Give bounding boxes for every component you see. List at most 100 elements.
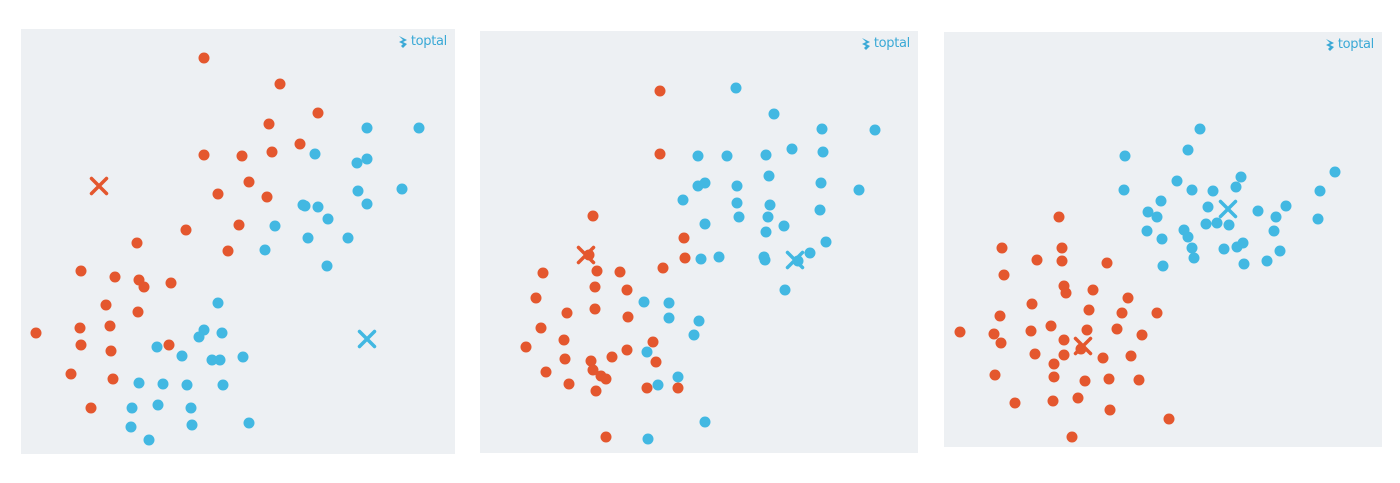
data-point-blue — [193, 331, 205, 343]
cluster-panel-3: toptal — [944, 32, 1382, 447]
toptal-logo: toptal — [397, 34, 447, 49]
data-point-orange — [1111, 323, 1123, 335]
data-point-blue — [152, 399, 164, 411]
centroid-marker-orange — [576, 245, 596, 265]
data-point-orange — [622, 311, 634, 323]
data-point-blue — [1118, 184, 1130, 196]
toptal-logo-icon — [861, 37, 870, 50]
data-point-blue — [212, 297, 224, 309]
data-point-blue — [1329, 166, 1341, 178]
data-point-blue — [1314, 185, 1326, 197]
toptal-logo-icon — [398, 35, 407, 48]
data-point-blue — [157, 378, 169, 390]
data-point-orange — [1066, 431, 1078, 443]
data-point-orange — [107, 373, 119, 385]
data-point-blue — [133, 377, 145, 389]
data-point-orange — [1151, 307, 1163, 319]
data-point-blue — [1202, 201, 1214, 213]
data-point-orange — [1029, 348, 1041, 360]
data-point-blue — [1194, 123, 1206, 135]
data-point-orange — [657, 262, 669, 274]
data-point-blue — [1151, 211, 1163, 223]
data-point-orange — [954, 326, 966, 338]
data-point-blue — [243, 417, 255, 429]
cluster-panel-1: toptal — [21, 29, 455, 454]
data-point-orange — [563, 378, 575, 390]
data-point-orange — [1136, 329, 1148, 341]
data-point-orange — [274, 78, 286, 90]
data-point-orange — [537, 267, 549, 279]
data-point-blue — [699, 218, 711, 230]
data-point-blue — [677, 194, 689, 206]
data-point-orange — [589, 281, 601, 293]
data-point-orange — [558, 334, 570, 346]
data-point-orange — [104, 320, 116, 332]
data-point-orange — [1048, 371, 1060, 383]
data-point-orange — [222, 245, 234, 257]
data-point-orange — [998, 269, 1010, 281]
data-point-orange — [621, 284, 633, 296]
data-point-blue — [1141, 225, 1153, 237]
data-point-orange — [587, 210, 599, 222]
toptal-logo-text: toptal — [410, 34, 447, 49]
data-point-orange — [600, 373, 612, 385]
data-point-orange — [132, 306, 144, 318]
data-point-blue — [181, 379, 193, 391]
data-point-blue — [1238, 258, 1250, 270]
data-point-orange — [30, 327, 42, 339]
data-point-orange — [614, 266, 626, 278]
data-point-orange — [996, 242, 1008, 254]
data-point-blue — [322, 213, 334, 225]
data-point-orange — [1058, 280, 1070, 292]
data-point-blue — [312, 201, 324, 213]
data-point-blue — [361, 153, 373, 165]
data-point-blue — [1186, 242, 1198, 254]
data-point-blue — [1156, 233, 1168, 245]
data-point-orange — [585, 355, 597, 367]
data-point-orange — [672, 382, 684, 394]
data-point-blue — [763, 170, 775, 182]
data-point-blue — [1218, 243, 1230, 255]
data-point-blue — [1119, 150, 1131, 162]
data-point-blue — [1188, 252, 1200, 264]
data-point-blue — [361, 122, 373, 134]
data-point-orange — [312, 107, 324, 119]
data-point-orange — [65, 368, 77, 380]
data-point-orange — [75, 339, 87, 351]
data-point-orange — [75, 265, 87, 277]
data-point-orange — [600, 431, 612, 443]
data-point-blue — [351, 157, 363, 169]
data-point-blue — [688, 329, 700, 341]
data-point-orange — [520, 341, 532, 353]
data-point-blue — [731, 180, 743, 192]
data-point-blue — [1261, 255, 1273, 267]
data-point-orange — [591, 265, 603, 277]
data-point-orange — [74, 322, 86, 334]
data-point-blue — [815, 177, 827, 189]
data-point-blue — [151, 341, 163, 353]
data-point-orange — [995, 337, 1007, 349]
toptal-logo: toptal — [860, 36, 910, 51]
data-point-orange — [1047, 395, 1059, 407]
data-point-blue — [1142, 206, 1154, 218]
data-point-blue — [663, 312, 675, 324]
data-point-orange — [589, 303, 601, 315]
data-point-orange — [1072, 392, 1084, 404]
data-point-orange — [1116, 307, 1128, 319]
data-point-blue — [1200, 218, 1212, 230]
data-point-blue — [206, 354, 218, 366]
data-point-blue — [779, 284, 791, 296]
data-point-blue — [768, 108, 780, 120]
data-point-orange — [1056, 242, 1068, 254]
data-point-blue — [361, 198, 373, 210]
data-point-orange — [263, 118, 275, 130]
centroid-marker-orange — [1073, 336, 1093, 356]
data-point-blue — [1274, 245, 1286, 257]
data-point-orange — [1083, 304, 1095, 316]
data-point-orange — [1097, 352, 1109, 364]
data-point-blue — [730, 82, 742, 94]
data-point-orange — [105, 345, 117, 357]
data-point-orange — [180, 224, 192, 236]
data-point-blue — [692, 150, 704, 162]
data-point-blue — [1207, 185, 1219, 197]
